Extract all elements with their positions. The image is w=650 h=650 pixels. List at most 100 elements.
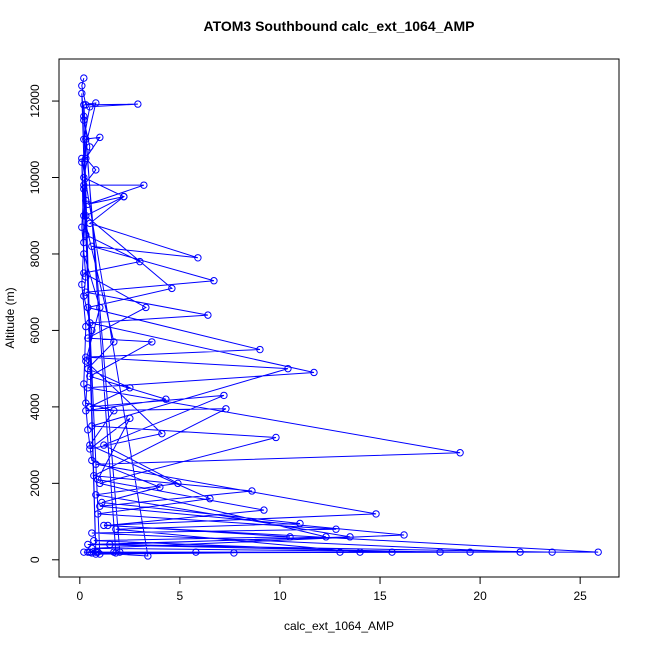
data-point: [140, 181, 148, 189]
data-point: [82, 196, 90, 205]
data-point: [80, 116, 88, 124]
data-point: [88, 422, 96, 430]
x-tick-label: 20: [473, 589, 487, 603]
data-point: [100, 441, 108, 449]
data-point: [92, 166, 100, 174]
data-point: [136, 257, 144, 266]
data-point: [80, 269, 88, 277]
x-tick-label: 15: [373, 589, 387, 603]
data-point: [88, 529, 96, 537]
data-point: [206, 494, 214, 503]
data-point: [84, 540, 92, 549]
data-point: [210, 277, 218, 285]
data-point: [92, 460, 100, 468]
data-point: [80, 212, 88, 220]
data-point: [356, 548, 364, 556]
data-point: [80, 380, 88, 388]
chart-title: ATOM3 Southbound calc_ext_1064_AMP: [204, 18, 475, 34]
data-point: [82, 353, 90, 361]
data-point: [80, 74, 88, 82]
data-point: [158, 429, 166, 438]
data-point: [88, 326, 96, 335]
data-point: [84, 548, 92, 556]
data-point: [86, 319, 94, 327]
data-point: [296, 519, 304, 528]
data-point: [388, 548, 396, 556]
data-point: [168, 284, 176, 293]
data-point: [84, 364, 92, 373]
x-axis-label: calc_ext_1064_AMP: [284, 619, 394, 633]
data-point: [142, 303, 150, 312]
data-point: [94, 475, 102, 484]
data-point: [84, 426, 92, 434]
data-point: [92, 491, 100, 499]
data-point: [86, 445, 94, 453]
data-point: [82, 288, 90, 296]
data-point: [82, 273, 90, 281]
data-point: [220, 391, 228, 400]
data-point: [248, 487, 256, 495]
data-point: [80, 135, 88, 143]
data-point: [192, 548, 200, 556]
data-point: [86, 403, 94, 411]
data-point: [98, 498, 106, 507]
data-point: [78, 158, 86, 166]
data-point: [222, 405, 230, 413]
data-point: [82, 357, 90, 365]
data-point: [256, 345, 264, 354]
data-point: [286, 533, 294, 541]
data-point: [82, 231, 90, 239]
y-tick-label: 0: [28, 556, 42, 563]
data-point: [88, 242, 96, 251]
data-point: [78, 82, 86, 90]
data-point: [80, 173, 88, 182]
data-point: [82, 101, 90, 109]
data-point: [86, 143, 94, 151]
data-point: [110, 338, 118, 346]
data-point: [372, 510, 380, 518]
data-point: [80, 101, 88, 109]
data-point: [336, 548, 344, 556]
data-point: [436, 548, 444, 556]
plot-frame: [58, 58, 620, 578]
data-point: [88, 456, 96, 465]
data-point: [110, 407, 118, 415]
data-point: [260, 506, 268, 514]
data-point: [126, 414, 134, 423]
data-point: [80, 238, 88, 247]
data-point: [82, 212, 90, 220]
data-point: [88, 544, 96, 553]
data-point: [516, 548, 524, 556]
data-point: [174, 479, 182, 488]
data-point: [82, 135, 90, 143]
data-point: [80, 185, 88, 193]
data-point: [346, 533, 354, 541]
x-tick-label: 5: [177, 589, 184, 603]
data-point: [112, 525, 120, 533]
data-point: [80, 181, 88, 189]
data-point: [100, 521, 108, 530]
data-point: [80, 112, 88, 121]
data-point: [96, 502, 104, 510]
y-tick-label: 8000: [28, 240, 42, 267]
data-point: [78, 154, 86, 163]
data-point: [90, 536, 98, 545]
data-point: [82, 154, 90, 163]
data-point: [84, 200, 92, 208]
data-point: [96, 479, 104, 488]
data-point: [204, 311, 212, 319]
data-point: [82, 399, 90, 407]
data-point: [86, 372, 94, 380]
data-point: [126, 384, 134, 392]
data-point: [82, 322, 90, 331]
data-point: [110, 548, 118, 556]
data-point: [284, 364, 292, 373]
data-point: [96, 133, 104, 142]
data-point: [80, 250, 88, 258]
data-point: [78, 223, 86, 231]
x-tick-label: 0: [76, 589, 83, 603]
data-point: [84, 303, 92, 312]
data-point: [82, 407, 90, 415]
data-point: [106, 540, 114, 549]
